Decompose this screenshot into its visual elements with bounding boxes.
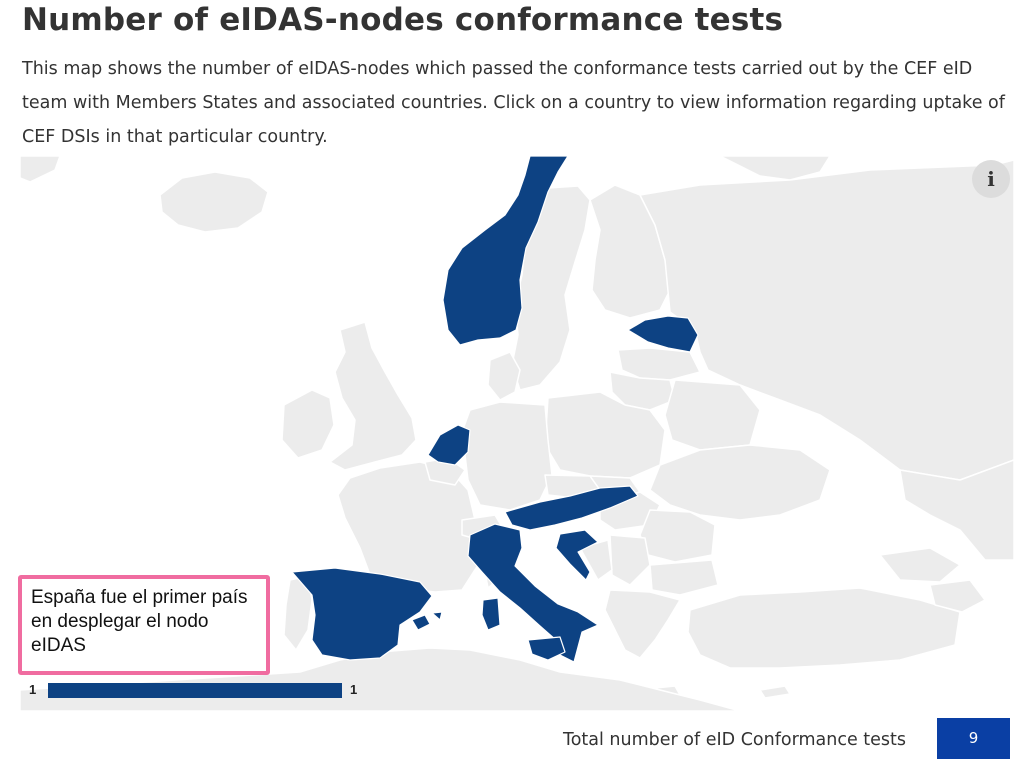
country-belarus[interactable]	[664, 379, 761, 451]
country-spain[interactable]	[291, 567, 433, 661]
country-azerbaijan[interactable]	[929, 579, 986, 613]
country-lithuania[interactable]	[609, 371, 676, 411]
country-georgia[interactable]	[879, 547, 961, 583]
info-button[interactable]: i	[972, 160, 1010, 198]
country-greenland[interactable]	[20, 156, 61, 183]
country-latvia[interactable]	[617, 347, 701, 381]
page-title: Number of eIDAS-nodes conformance tests	[22, 2, 784, 38]
legend-max-label: 1	[350, 682, 358, 697]
legend-min-label: 1	[29, 682, 37, 697]
country-austria-slovenia[interactable]	[504, 485, 639, 531]
country-kazakhstan[interactable]	[899, 459, 1014, 561]
country-croatia[interactable]	[555, 529, 599, 581]
country-denmark[interactable]	[487, 351, 521, 401]
land-north[interactable]	[719, 156, 831, 181]
country-italy-sardinia[interactable]	[481, 597, 501, 631]
country-bulgaria[interactable]	[649, 559, 719, 596]
country-ireland[interactable]	[281, 389, 335, 459]
map-description: This map shows the number of eIDAS-nodes…	[22, 59, 1005, 147]
country-estonia[interactable]	[627, 315, 699, 353]
country-norway[interactable]	[442, 156, 569, 346]
country-spain-balearic[interactable]	[411, 611, 443, 631]
total-tests-value: 9	[937, 718, 1010, 759]
legend-color-bar	[48, 683, 342, 698]
country-italy[interactable]	[467, 523, 599, 663]
country-iceland[interactable]	[159, 171, 269, 233]
country-italy-sicily[interactable]	[527, 636, 566, 661]
country-turkey[interactable]	[687, 587, 961, 669]
island-cyprus[interactable]	[759, 685, 791, 699]
country-russia[interactable]	[639, 159, 1014, 481]
annotation-box: España fue el primer país en desplegar e…	[18, 575, 270, 675]
country-serbia[interactable]	[609, 534, 651, 586]
country-bosnia[interactable]	[579, 539, 613, 581]
country-greece[interactable]	[604, 589, 681, 659]
country-germany[interactable]	[461, 401, 553, 511]
country-ukraine[interactable]	[649, 444, 831, 521]
country-romania[interactable]	[639, 509, 716, 563]
country-united-kingdom[interactable]	[329, 321, 417, 471]
country-netherlands[interactable]	[427, 424, 471, 466]
total-tests-label: Total number of eID Conformance tests	[563, 730, 907, 750]
europe-map[interactable]	[20, 156, 1014, 711]
